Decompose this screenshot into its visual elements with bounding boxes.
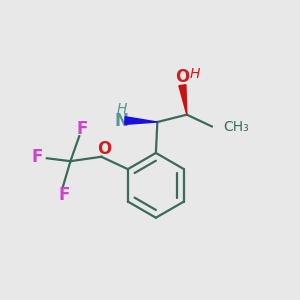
Text: N: N bbox=[115, 112, 128, 130]
Text: F: F bbox=[59, 186, 70, 204]
Polygon shape bbox=[179, 85, 187, 115]
Text: F: F bbox=[32, 148, 43, 166]
Text: CH₃: CH₃ bbox=[223, 120, 249, 134]
Text: O: O bbox=[97, 140, 111, 158]
Text: O: O bbox=[175, 68, 190, 86]
Text: H: H bbox=[190, 67, 200, 81]
Polygon shape bbox=[125, 117, 158, 124]
Text: F: F bbox=[76, 120, 88, 138]
Text: H: H bbox=[116, 102, 127, 116]
